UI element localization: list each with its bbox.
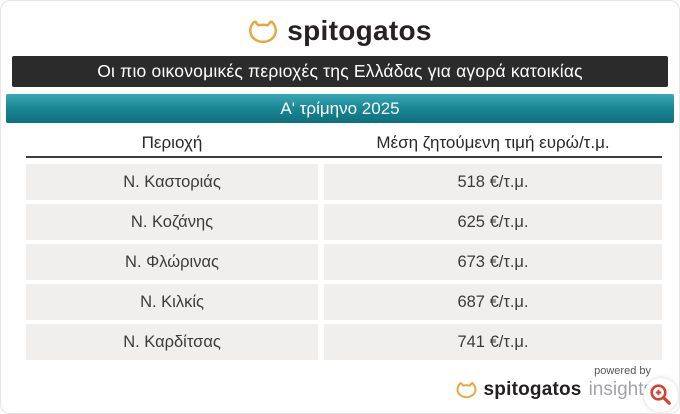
header-logo: spitogatos — [1, 11, 679, 51]
footer-insights-label: insights — [588, 379, 653, 400]
table-row: Ν. Καστοριάς 518 €/τ.μ. — [26, 164, 662, 200]
area-cell: Ν. Κοζάνης — [26, 204, 318, 240]
table-body: Ν. Καστοριάς 518 €/τ.μ. Ν. Κοζάνης 625 €… — [26, 164, 662, 364]
price-cell: 741 €/τ.μ. — [324, 324, 662, 360]
zoom-image-button[interactable] — [644, 378, 678, 412]
table-header: Περιοχή Μέση ζητούμενη τιμή ευρώ/τ.μ. — [26, 130, 662, 156]
period-text: Α' τρίμηνο 2025 — [280, 98, 400, 118]
headline-bar: Οι πιο οικονομικές περιοχές της Ελλάδας … — [12, 56, 668, 87]
area-cell: Ν. Καρδίτσας — [26, 324, 318, 360]
area-cell: Ν. Κιλκίς — [26, 284, 318, 320]
magnifier-plus-icon — [648, 382, 674, 408]
footer: powered by spitogatos insights — [456, 365, 653, 401]
table-row: Ν. Φλώρινας 673 €/τ.μ. — [26, 244, 662, 280]
logo-wordmark: spitogatos — [287, 15, 432, 46]
header-rule — [26, 156, 662, 158]
footer-brandline: spitogatos insights — [456, 379, 653, 401]
cat-logo-icon — [248, 19, 278, 44]
headline-text: Οι πιο οικονομικές περιοχές της Ελλάδας … — [97, 61, 583, 81]
table-row: Ν. Καρδίτσας 741 €/τ.μ. — [26, 324, 662, 360]
table-row: Ν. Κιλκίς 687 €/τ.μ. — [26, 284, 662, 320]
powered-by-label: powered by — [594, 365, 651, 377]
price-cell: 625 €/τ.μ. — [324, 204, 662, 240]
price-cell: 673 €/τ.μ. — [324, 244, 662, 280]
price-cell: 518 €/τ.μ. — [324, 164, 662, 200]
area-cell: Ν. Καστοριάς — [26, 164, 318, 200]
period-bar: Α' τρίμηνο 2025 — [6, 94, 674, 123]
table-row: Ν. Κοζάνης 625 €/τ.μ. — [26, 204, 662, 240]
column-header-area: Περιοχή — [141, 133, 203, 152]
footer-brand-wordmark: spitogatos — [483, 379, 582, 400]
cat-logo-icon — [456, 381, 477, 399]
column-header-price: Μέση ζητούμενη τιμή ευρώ/τ.μ. — [376, 133, 610, 152]
area-cell: Ν. Φλώρινας — [26, 244, 318, 280]
price-cell: 687 €/τ.μ. — [324, 284, 662, 320]
